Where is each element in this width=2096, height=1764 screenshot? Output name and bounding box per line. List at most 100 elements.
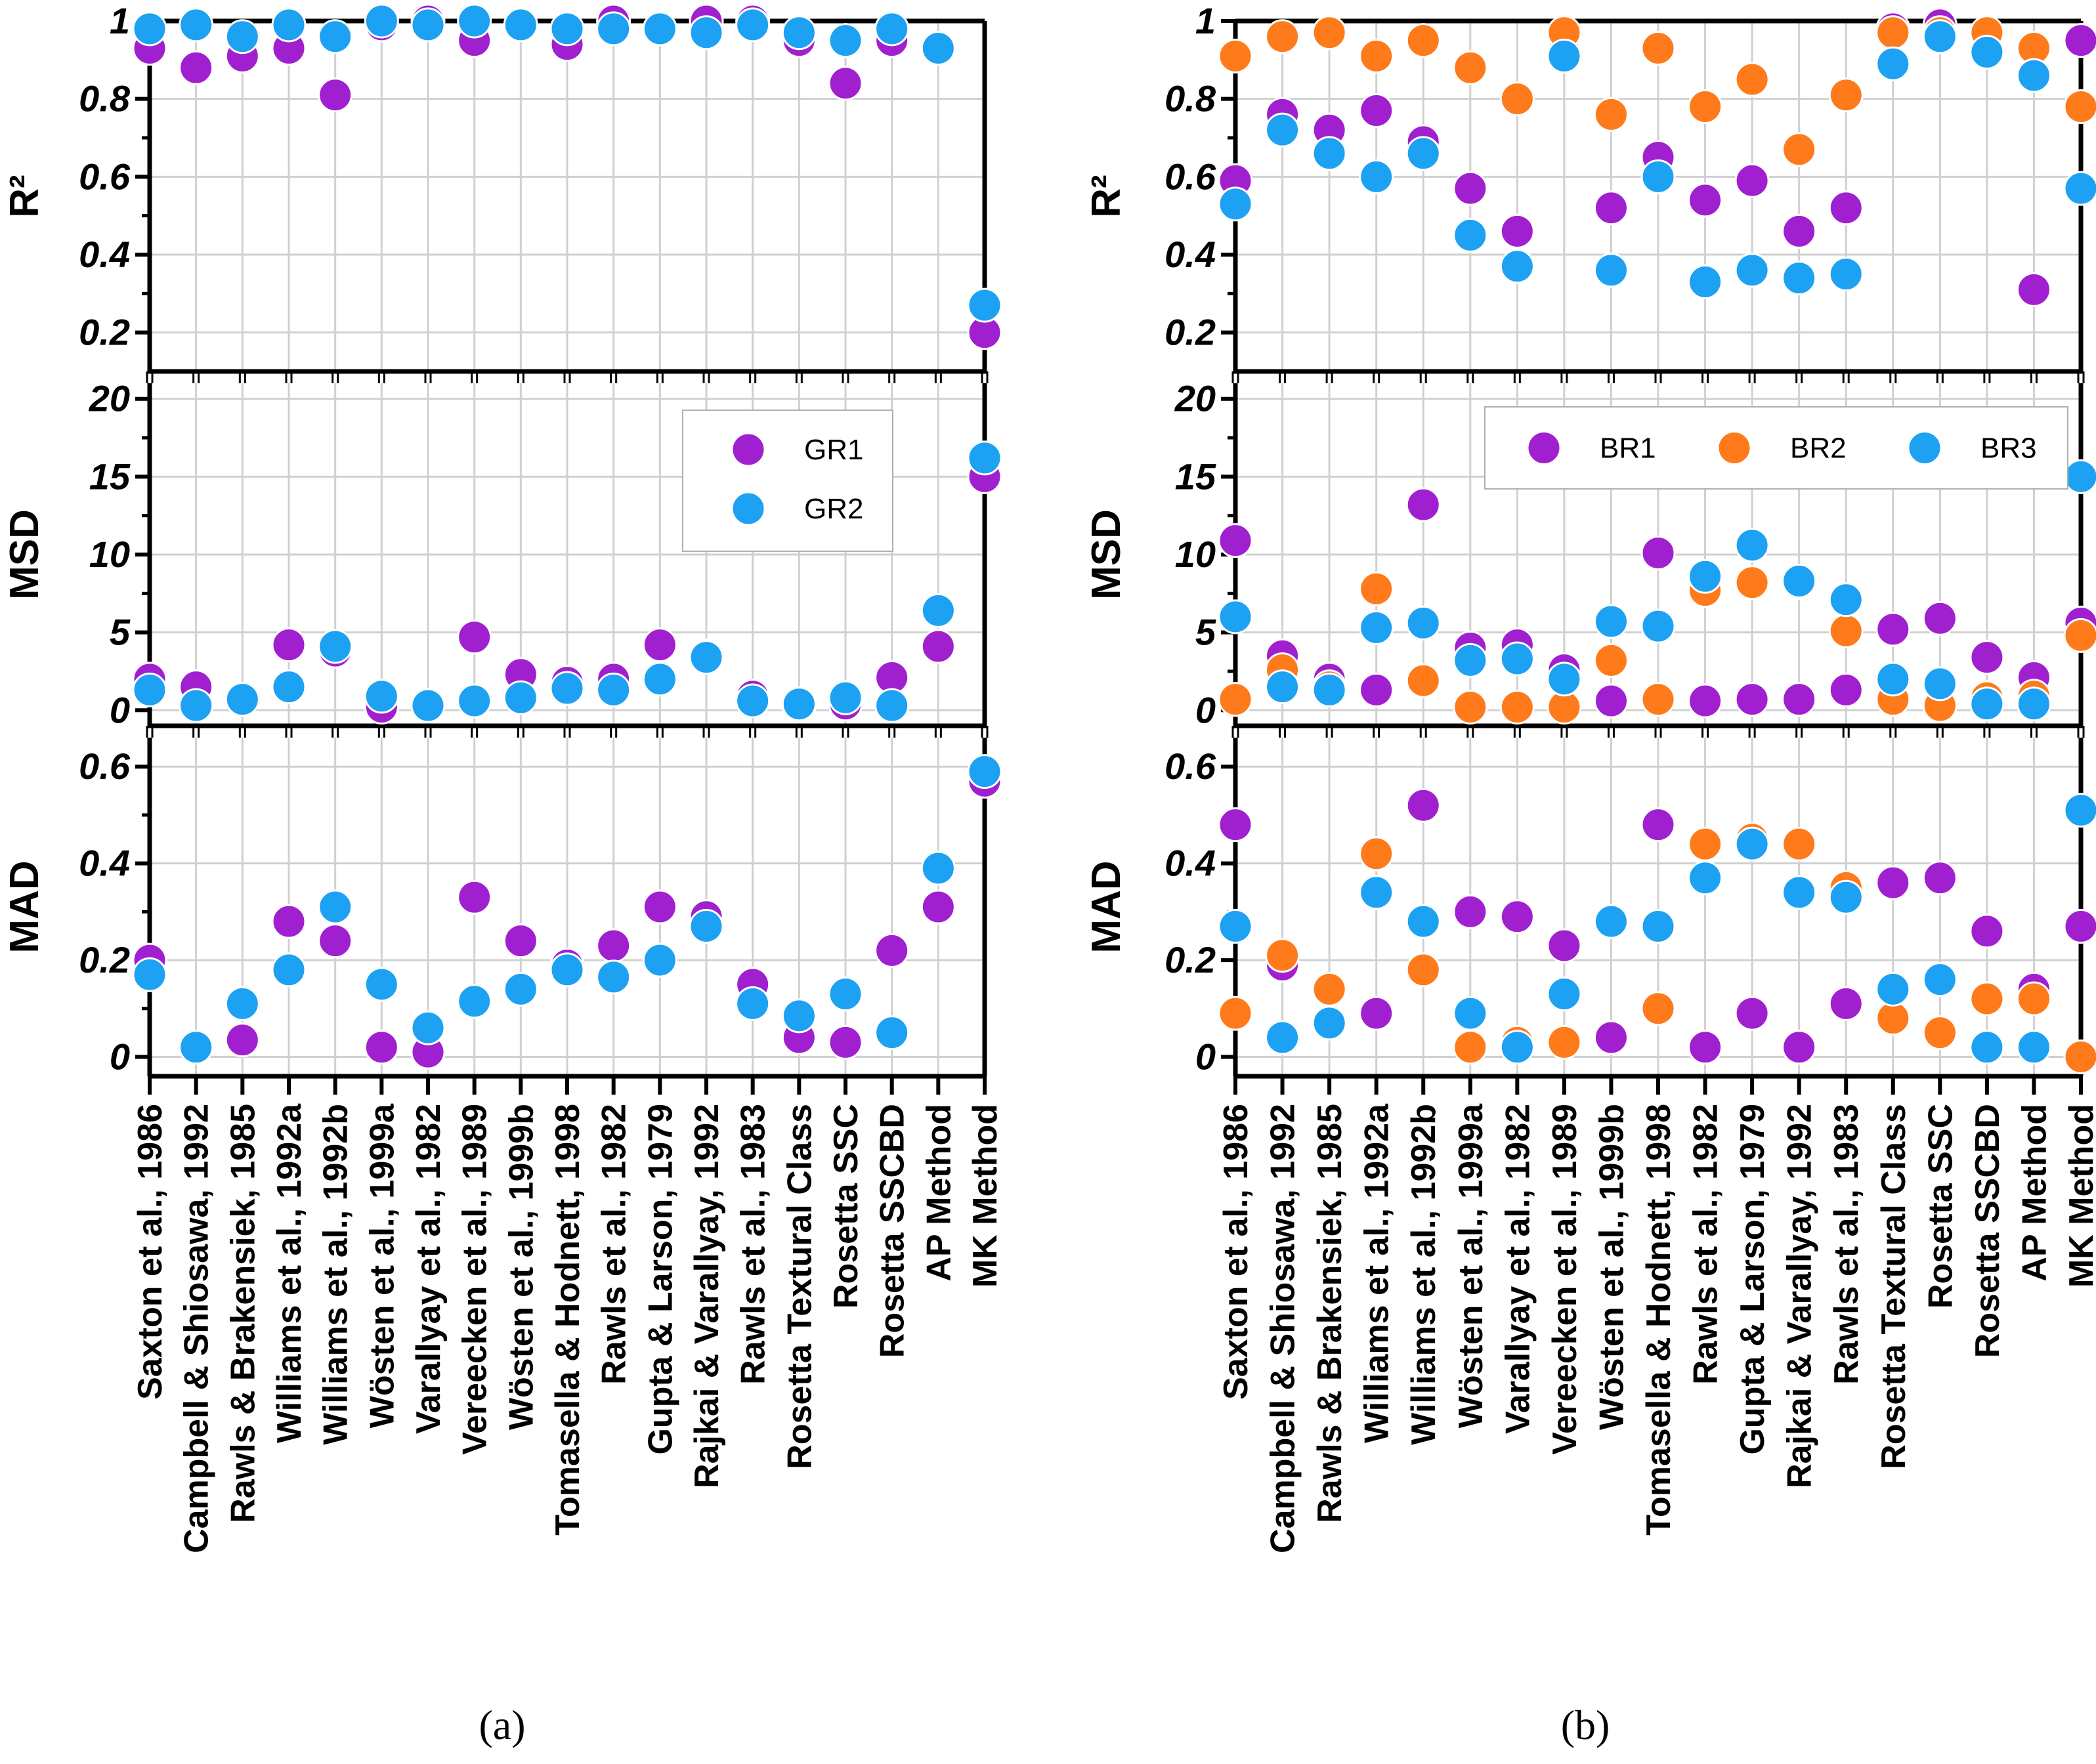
point-gr2 (642, 11, 677, 47)
y-tick-label: 0.8 (1165, 78, 1216, 119)
point-br3 (1640, 608, 1676, 644)
point-gr2 (874, 688, 910, 723)
point-br1 (1828, 672, 1864, 707)
point-br3 (1734, 528, 1770, 563)
point-br1 (1688, 683, 1723, 719)
point-gr2 (735, 683, 771, 719)
point-br3 (1499, 249, 1535, 284)
point-br3 (1405, 605, 1441, 640)
point-br1 (1969, 640, 2005, 675)
point-br2 (2063, 618, 2096, 653)
panel-a-chart: 0.2 0.4 0.6 0.8 1 R² 0 5 10 15 20 MSD 0 0.2 0.4 0.6 MAD S… (2, 0, 1004, 1553)
point-gr2 (503, 7, 538, 43)
legend-marker-br3 (1907, 430, 1942, 465)
legend-box (682, 410, 893, 552)
point-br1 (1782, 213, 1817, 249)
point-br3 (1688, 264, 1723, 300)
legend-label-br3: BR3 (1980, 432, 2037, 465)
point-gr2 (225, 19, 260, 54)
point-gr2 (642, 942, 677, 978)
point-br3 (1828, 879, 1864, 915)
point-br1 (1453, 894, 1488, 929)
series-gr2 (132, 440, 1002, 723)
series-gr2 (132, 3, 1002, 323)
point-gr2 (271, 7, 307, 43)
y-tick-label: 20 (1174, 378, 1216, 419)
point-br3 (1875, 662, 1911, 697)
point-gr2 (781, 998, 817, 1034)
point-br3 (1922, 962, 1957, 998)
point-gr2 (179, 7, 214, 43)
y-axis-title: MAD (1084, 860, 1129, 953)
point-br3 (1499, 641, 1535, 677)
category-label: Williams et al., 1992b (1405, 1104, 1443, 1445)
point-gr1 (920, 889, 956, 925)
point-br3 (2016, 686, 2051, 722)
y-tick-label: 0.2 (1165, 939, 1216, 980)
subplot-1: 0.2 0.4 0.6 0.8 1 R² (2, 0, 1002, 383)
point-br1 (1359, 672, 1394, 707)
category-label: Varallyay et al., 1982 (1499, 1104, 1537, 1434)
point-br3 (1453, 642, 1488, 678)
legend-label-br2: BR2 (1790, 432, 1847, 465)
subplot-3: 0 0.2 0.4 0.6 MAD (2, 738, 1002, 1095)
point-br1 (1875, 612, 1911, 647)
point-gr2 (364, 3, 399, 39)
y-tick-label: 0.6 (1165, 746, 1216, 787)
point-gr2 (874, 1015, 910, 1051)
y-tick-label: 5 (110, 612, 131, 653)
point-br2 (1640, 991, 1676, 1026)
point-gr2 (318, 19, 353, 54)
category-label: Campbell & Shiosawa, 1992 (178, 1104, 216, 1553)
point-br3 (1359, 610, 1394, 646)
point-gr2 (271, 952, 307, 988)
point-br1 (1734, 163, 1770, 198)
category-label: Rosetta SSCBD (874, 1104, 912, 1358)
subplot-3: 0 0.2 0.4 0.6 MAD (1084, 738, 2096, 1095)
point-gr2 (225, 986, 260, 1021)
category-label: Vereecken et al., 1989 (456, 1104, 494, 1455)
point-br3 (1782, 563, 1817, 598)
point-br2 (1499, 690, 1535, 725)
category-label: Rosetta SSC (1921, 1104, 1959, 1309)
point-br3 (1547, 38, 1582, 74)
point-br2 (2063, 89, 2096, 125)
point-br1 (1734, 996, 1770, 1031)
category-label: Campbell & Shiosawa, 1992 (1264, 1104, 1302, 1553)
category-label: Rosetta SSCBD (1969, 1104, 2007, 1358)
point-gr1 (457, 620, 492, 655)
point-br2 (1875, 1001, 1911, 1036)
point-br3 (1969, 686, 2005, 722)
point-br1 (1782, 682, 1817, 717)
y-axis-title: R² (2, 175, 47, 217)
point-br3 (1688, 860, 1723, 896)
point-gr2 (364, 679, 399, 714)
point-gr1 (828, 66, 863, 101)
point-br3 (1828, 257, 1864, 292)
point-br1 (1969, 914, 2005, 949)
point-br1 (1218, 523, 1253, 558)
point-gr2 (271, 669, 307, 705)
point-br1 (1734, 682, 1770, 717)
category-label: Vereecken et al., 1989 (1546, 1104, 1584, 1455)
point-gr2 (318, 629, 353, 664)
legend-marker-br1 (1526, 430, 1562, 465)
point-br2 (1734, 62, 1770, 97)
point-br3 (1922, 19, 1957, 54)
point-br2 (1359, 38, 1394, 74)
point-br1 (1547, 928, 1582, 963)
point-gr2 (967, 440, 1002, 476)
point-br1 (1405, 788, 1441, 823)
point-gr2 (781, 15, 817, 51)
category-label: Rawls & Brakensiek, 1985 (1311, 1104, 1349, 1523)
point-br1 (1499, 213, 1535, 249)
point-gr1 (642, 627, 677, 663)
point-gr2 (318, 889, 353, 925)
point-br2 (1640, 31, 1676, 66)
point-br1 (1828, 986, 1864, 1021)
category-label: Rawls et al., 1982 (595, 1104, 633, 1385)
point-br3 (1593, 604, 1629, 639)
point-gr2 (549, 11, 585, 47)
category-label: Saxton et al., 1986 (131, 1104, 169, 1400)
